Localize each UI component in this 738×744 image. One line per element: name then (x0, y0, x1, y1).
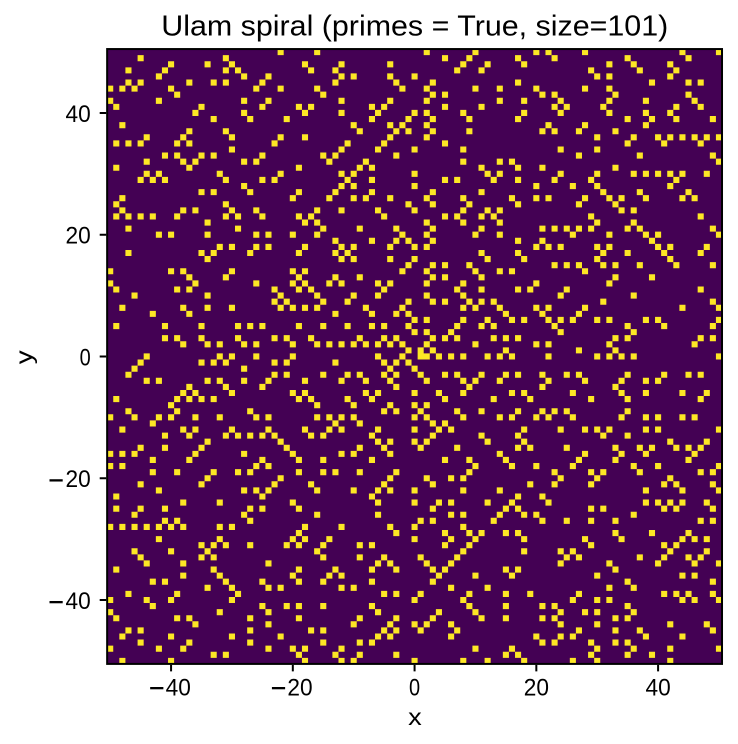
svg-text:0: 0 (80, 345, 91, 371)
svg-text:20: 20 (66, 224, 91, 250)
svg-text:x: x (408, 704, 422, 730)
svg-text:20: 20 (66, 467, 91, 493)
svg-text:40: 40 (66, 102, 91, 128)
svg-text:Ulam spiral (primes = True, si: Ulam spiral (primes = True, size=101) (161, 11, 668, 43)
svg-text:20: 20 (524, 676, 549, 702)
svg-text:40: 40 (66, 589, 91, 615)
svg-text:40: 40 (645, 676, 670, 702)
svg-text:0: 0 (409, 676, 420, 702)
svg-text:20: 20 (287, 676, 312, 702)
svg-text:40: 40 (166, 676, 191, 702)
svg-text:y: y (11, 350, 37, 365)
